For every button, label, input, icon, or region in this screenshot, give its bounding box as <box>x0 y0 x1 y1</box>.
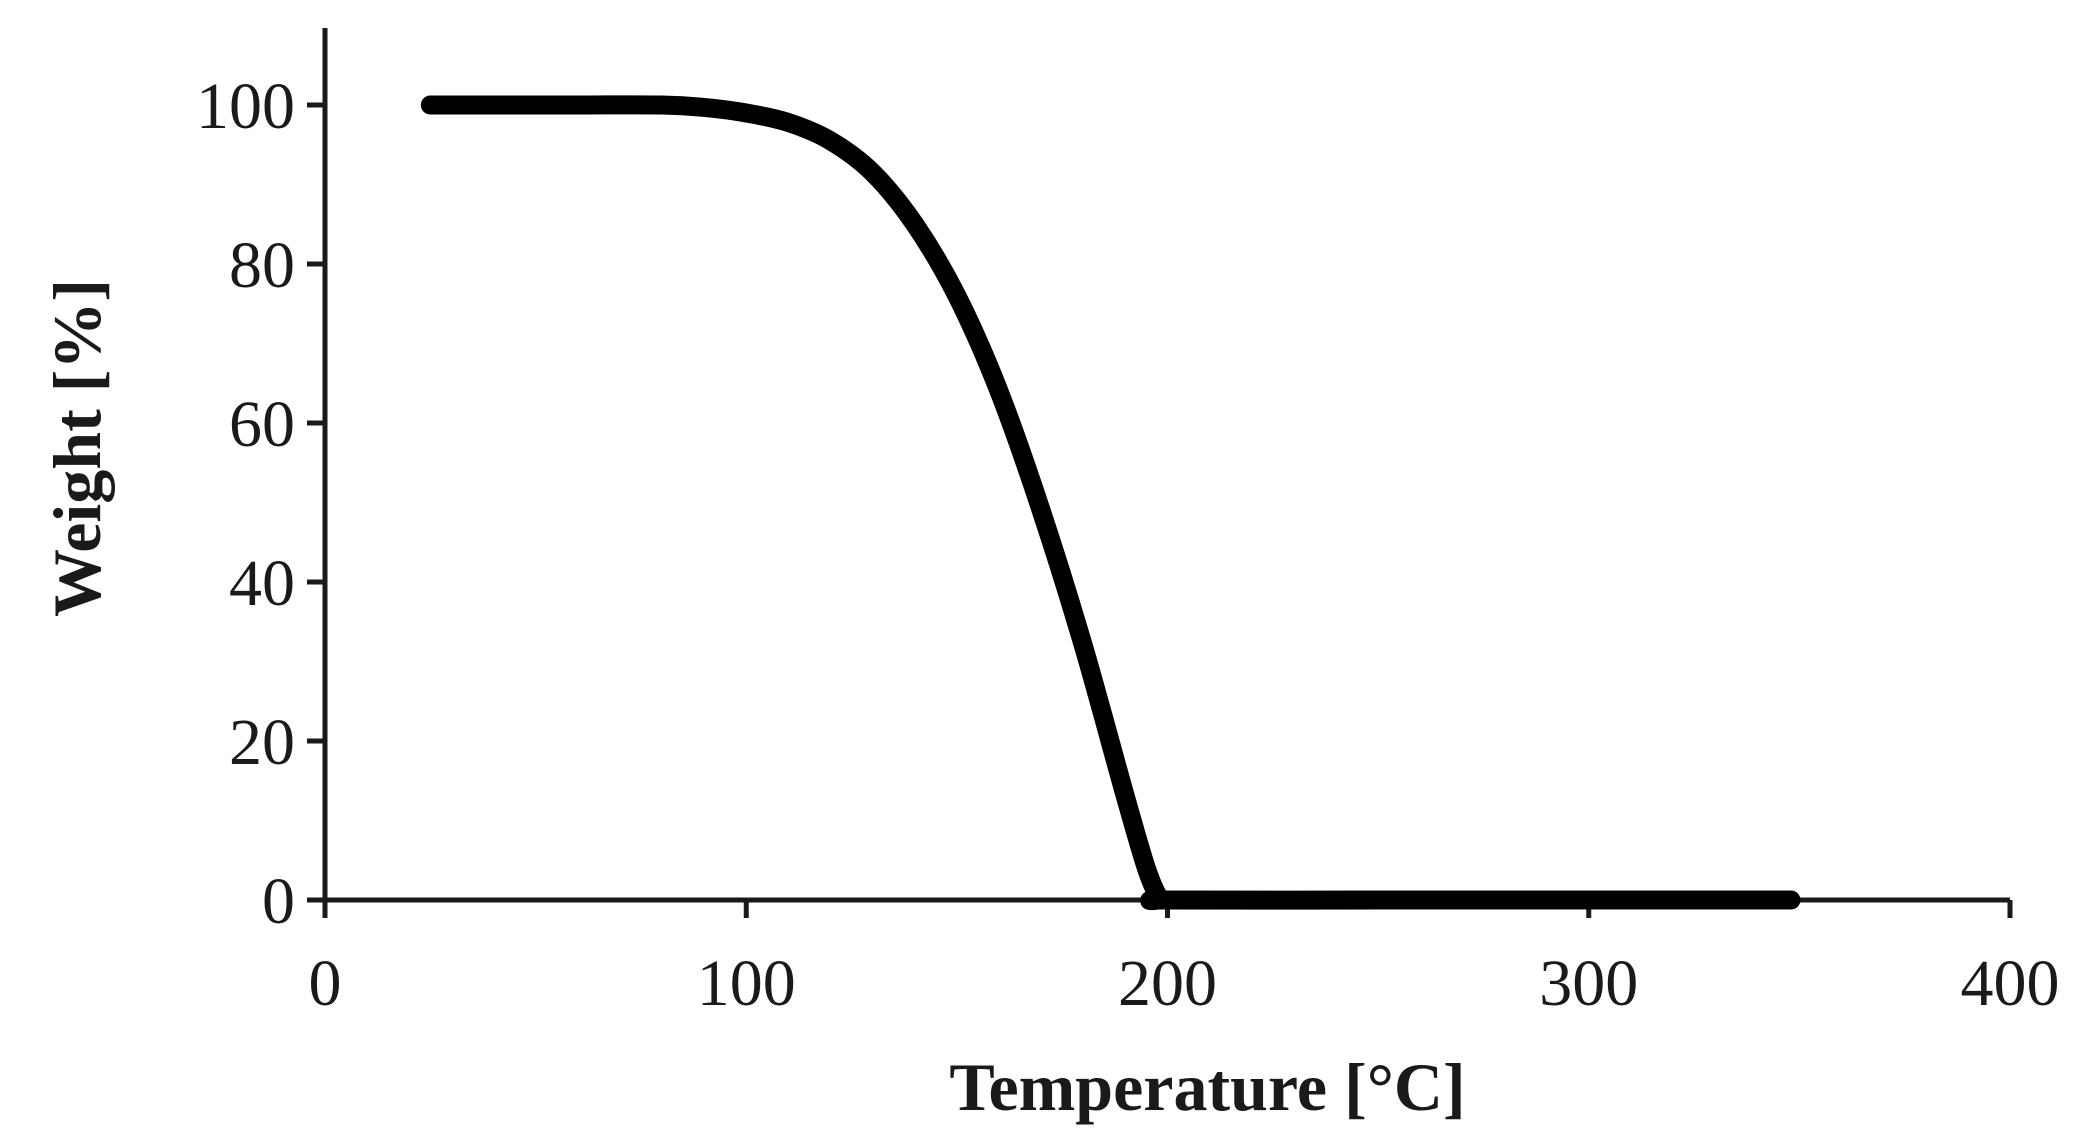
x-tick-label: 200 <box>1118 947 1217 1020</box>
y-tick-label: 60 <box>229 388 295 461</box>
plot-area: 0 20 40 60 80 100 0 100 200 300 400 <box>196 28 2060 1020</box>
y-tick-label: 20 <box>229 706 295 779</box>
x-tick-label: 0 <box>309 947 342 1020</box>
x-tick-label: 100 <box>697 947 796 1020</box>
x-tick-label: 400 <box>1961 947 2060 1020</box>
y-tick-label: 100 <box>196 70 295 143</box>
y-tick-label: 80 <box>229 229 295 302</box>
weight-series-line <box>420 95 1801 911</box>
y-tick-label: 0 <box>262 865 295 938</box>
y-tick-label: 40 <box>229 547 295 620</box>
x-axis-title: Temperature [°C] <box>949 1049 1465 1125</box>
y-axis-title: Weight [%] <box>39 279 115 617</box>
x-tick-label: 300 <box>1539 947 1638 1020</box>
